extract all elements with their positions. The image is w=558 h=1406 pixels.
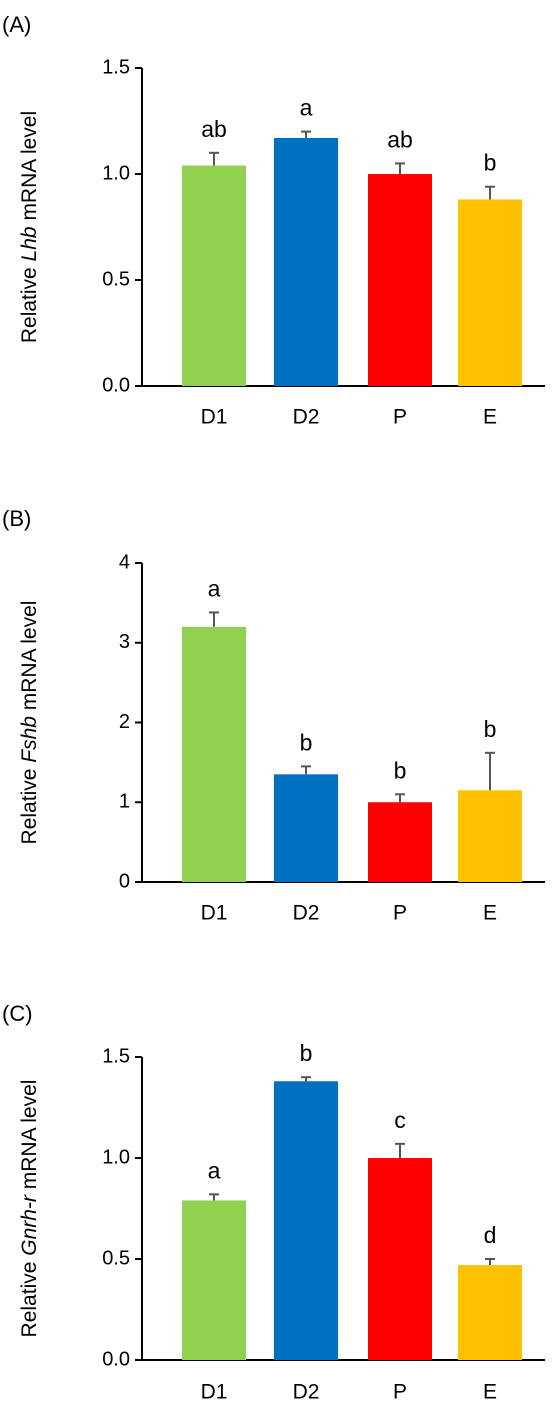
x-tick-label: E	[483, 902, 497, 925]
x-tick-label: D2	[293, 406, 320, 429]
y-axis-label-suffix: mRNA level	[18, 111, 41, 227]
x-tick-label: P	[393, 902, 407, 925]
significance-label: ab	[387, 126, 413, 152]
bar-e	[458, 1265, 522, 1360]
significance-label: a	[208, 575, 221, 601]
bar-d1	[182, 1200, 246, 1360]
y-tick-label: 1	[119, 791, 130, 813]
y-axis-label-gene: Fshb	[18, 716, 41, 763]
y-tick-label: 1.0	[102, 162, 130, 184]
y-tick-label: 0.0	[102, 1348, 130, 1370]
x-tick-label: E	[483, 1381, 497, 1404]
y-tick-label: 4	[119, 551, 130, 573]
significance-label: b	[394, 757, 407, 783]
x-tick-label: D1	[201, 406, 228, 429]
significance-label: d	[484, 1222, 497, 1248]
bar-p	[368, 802, 432, 882]
panel-label: (C)	[2, 1001, 33, 1026]
y-tick-label: 0.5	[102, 1247, 130, 1269]
x-tick-label: E	[483, 406, 497, 429]
bar-d1	[182, 626, 246, 882]
y-axis-label: Relative Gnrh-r mRNA level	[18, 1080, 41, 1338]
x-tick-label: D1	[201, 902, 228, 925]
significance-label: a	[208, 1157, 221, 1183]
significance-label: b	[300, 729, 313, 755]
y-axis-label-gene: Lhb	[18, 226, 41, 261]
bar-d1	[182, 165, 246, 386]
x-tick-label: P	[393, 1381, 407, 1404]
x-tick-label: P	[393, 406, 407, 429]
bar-p	[368, 1158, 432, 1360]
significance-label: b	[484, 150, 497, 176]
y-tick-label: 0.5	[102, 268, 130, 290]
y-tick-label: 2	[119, 711, 130, 733]
y-tick-label: 0	[119, 870, 130, 892]
y-tick-label: 1.0	[102, 1146, 130, 1168]
y-tick-label: 1.5	[102, 1045, 130, 1067]
significance-label: ab	[201, 116, 227, 142]
chart-panel-a: (A)Relative Lhb mRNA level0.00.51.01.5ab…	[2, 12, 545, 429]
y-tick-label: 1.5	[102, 56, 130, 78]
y-axis-label: Relative Fshb mRNA level	[18, 601, 41, 845]
x-tick-label: D2	[293, 1381, 320, 1404]
significance-label: c	[394, 1107, 406, 1133]
significance-label: a	[300, 95, 313, 121]
y-tick-label: 0.0	[102, 374, 130, 396]
panel-label: (A)	[2, 12, 31, 37]
bar-d2	[274, 1081, 338, 1360]
y-tick-label: 3	[119, 631, 130, 653]
bar-e	[458, 790, 522, 882]
bar-p	[368, 174, 432, 386]
bar-e	[458, 199, 522, 386]
panel-label: (B)	[2, 506, 31, 531]
y-axis-label: Relative Lhb mRNA level	[18, 111, 41, 343]
bar-d2	[274, 774, 338, 882]
y-axis-label-prefix: Relative	[18, 763, 41, 845]
x-tick-label: D1	[201, 1381, 228, 1404]
significance-label: b	[300, 1040, 313, 1066]
y-axis-label-prefix: Relative	[18, 1256, 41, 1338]
x-tick-label: D2	[293, 902, 320, 925]
y-axis-label-prefix: Relative	[18, 261, 41, 343]
bar-d2	[274, 137, 338, 386]
chart-panel-c: (C) Relative Gnrh-r mRNA level 0.0 0.5 1.0 1.…	[2, 1001, 545, 1404]
y-axis-label-suffix: mRNA level	[18, 601, 41, 717]
y-axis-label-gene: Gnrh-r	[18, 1194, 41, 1256]
chart-panel-b: (B) Relative Fshb mRNA level 0 1 2 3 4 a D1 b D2 b P…	[2, 506, 545, 925]
y-axis-label-suffix: mRNA level	[18, 1080, 41, 1196]
significance-label: b	[484, 716, 497, 742]
